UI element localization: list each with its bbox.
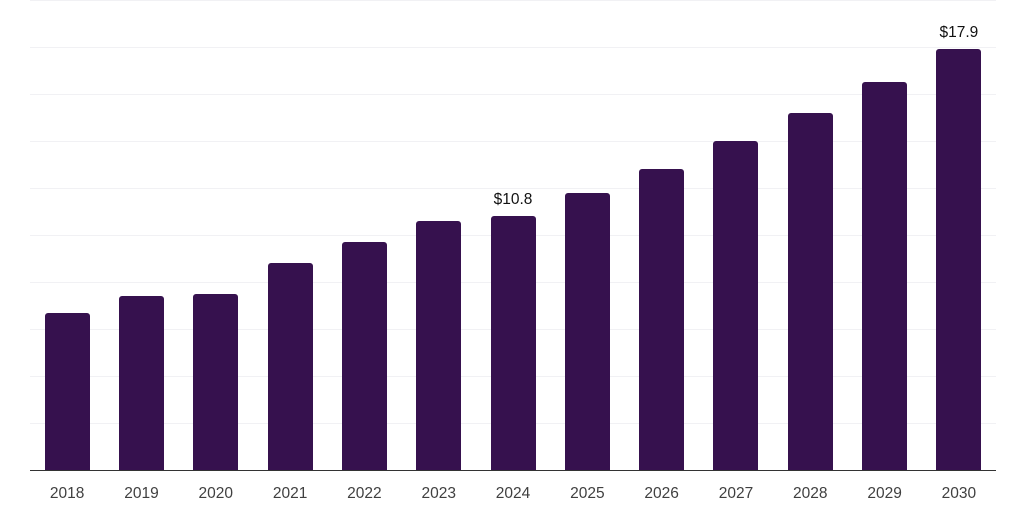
bar-group — [625, 0, 699, 470]
x-tick-label: 2023 — [421, 485, 456, 502]
bar-group — [179, 0, 253, 470]
x-tick-label: 2030 — [941, 485, 977, 502]
x-tick-label: 2024 — [495, 485, 531, 502]
bar-2027 — [713, 141, 759, 470]
bar-2025 — [564, 192, 610, 470]
x-tick-label: 2019 — [124, 485, 159, 502]
bar-chart: $10.8 $17.9 2018 2019 2020 2021 2022 2023 2024 2… — [30, 0, 996, 503]
bar-group — [30, 0, 104, 470]
bar-2021 — [267, 263, 313, 470]
x-axis: 2018 2019 2020 2021 2022 2023 2024 2025 2026 2027… — [30, 471, 996, 503]
bar-2028 — [787, 112, 833, 470]
bar-group — [773, 0, 847, 470]
bar-group — [327, 0, 401, 470]
bar-group: $17.9 — [922, 0, 996, 470]
plot-area: $10.8 $17.9 — [30, 0, 996, 471]
bar-2023 — [416, 220, 462, 470]
bar-group — [847, 0, 921, 470]
bar-2024 — [490, 216, 536, 470]
bar-2018 — [44, 312, 90, 470]
bar-value-label: $17.9 — [939, 24, 979, 42]
x-tick-label: 2026 — [644, 485, 679, 502]
x-tick-label: 2020 — [198, 485, 234, 502]
x-tick-label: 2018 — [49, 485, 85, 502]
bar-2026 — [639, 169, 685, 470]
bar-value-label: $10.8 — [493, 191, 533, 209]
x-tick-label: 2025 — [570, 485, 605, 502]
x-tick-label: 2022 — [347, 485, 382, 502]
bar-group — [699, 0, 773, 470]
bar-2020 — [193, 293, 239, 470]
x-tick-label: 2021 — [272, 485, 308, 502]
bar-2022 — [341, 242, 387, 470]
bar-2029 — [862, 82, 908, 470]
bar-2019 — [118, 296, 164, 470]
bar-group: $10.8 — [476, 0, 550, 470]
x-tick-label: 2028 — [793, 485, 828, 502]
bar-group — [402, 0, 476, 470]
bar-group — [104, 0, 178, 470]
x-tick-label: 2029 — [867, 485, 902, 502]
bar-group — [550, 0, 624, 470]
bar-2030 — [936, 49, 982, 470]
bar-group — [253, 0, 327, 470]
x-tick-label: 2027 — [718, 485, 754, 502]
